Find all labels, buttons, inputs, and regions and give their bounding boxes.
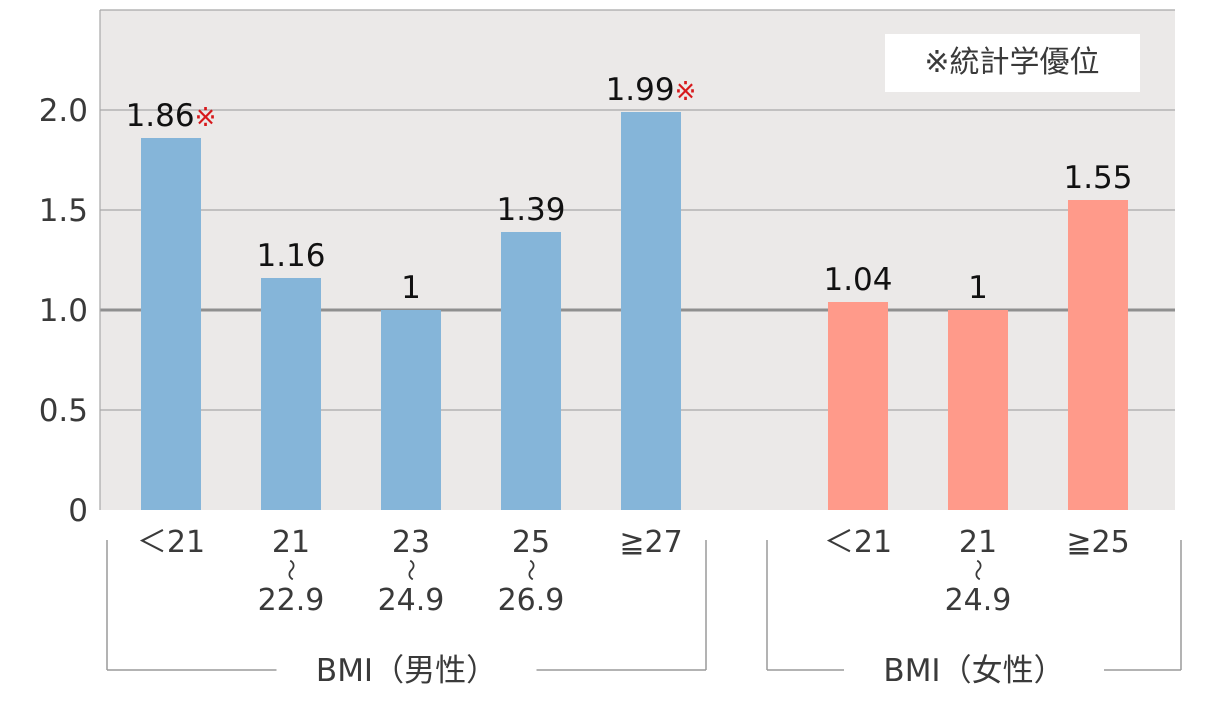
bar — [381, 310, 441, 510]
data-label-value: 1.04 — [823, 262, 892, 298]
data-label-value: 1.99 — [606, 72, 675, 108]
category-label: 21 — [959, 525, 997, 560]
bar — [621, 112, 681, 510]
group-label: BMI（女性） — [883, 653, 1064, 689]
bar — [1068, 200, 1128, 510]
category-range-sep: 〜 — [517, 559, 542, 581]
category-label: ≧25 — [1066, 525, 1129, 560]
legend-note-box: ※統計学優位 — [885, 34, 1140, 92]
data-label-value: 1.16 — [256, 238, 325, 274]
y-tick-label: 2.0 — [39, 93, 88, 129]
y-tick-label: 1.5 — [39, 193, 88, 229]
category-label: ≧27 — [619, 525, 682, 560]
data-label: 1.04 — [823, 262, 892, 298]
category-label: 22.9 — [258, 583, 325, 618]
category-range-sep: 〜 — [964, 559, 989, 581]
y-axis: 0 0.5 1.0 1.5 2.0 — [39, 10, 101, 529]
group-brackets: BMI（男性） BMI（女性） — [106, 540, 1182, 689]
category-label: 25 — [512, 525, 550, 560]
data-label: 1.55 — [1063, 160, 1132, 196]
legend-note-background — [885, 34, 1140, 92]
category-range-sep: 〜 — [397, 559, 422, 581]
x-axis-categories: ＜21 21〜22.923〜24.925〜26.9≧27 ＜21 21〜24.9≧25 — [137, 525, 1130, 618]
group-label: BMI（男性） — [316, 653, 497, 689]
category-label: 23 — [392, 525, 430, 560]
data-label-value: 1.39 — [496, 192, 565, 228]
data-label-value: 1 — [968, 270, 988, 306]
y-tick-label: 0 — [68, 493, 88, 529]
data-label-value: 1.86 — [126, 98, 195, 134]
category-label: 26.9 — [498, 583, 565, 618]
data-label-value: 1.55 — [1063, 160, 1132, 196]
category-label: ＜21 — [824, 525, 892, 560]
legend-note: ※統計学優位 — [924, 45, 1099, 80]
data-label: 1 — [401, 270, 421, 306]
bars — [141, 112, 1128, 510]
data-label: 1.99※ — [606, 72, 697, 108]
bar — [828, 302, 888, 510]
data-label: 1 — [968, 270, 988, 306]
bar — [141, 138, 201, 510]
significance-marker: ※ — [195, 103, 217, 133]
category-label: 21 — [272, 525, 310, 560]
y-tick-label: 1.0 — [39, 293, 88, 329]
category-label: 24.9 — [378, 583, 445, 618]
data-label: 1.39 — [496, 192, 565, 228]
y-tick-label: 0.5 — [39, 393, 88, 429]
data-label: 1.86※ — [126, 98, 217, 134]
category-range-sep: 〜 — [277, 559, 302, 581]
data-label-value: 1 — [401, 270, 421, 306]
bar — [261, 278, 321, 510]
bar — [501, 232, 561, 510]
data-label: 1.16 — [256, 238, 325, 274]
significance-marker: ※ — [675, 77, 697, 107]
bar — [948, 310, 1008, 510]
category-label: ＜21 — [137, 525, 205, 560]
category-label: 24.9 — [945, 583, 1012, 618]
